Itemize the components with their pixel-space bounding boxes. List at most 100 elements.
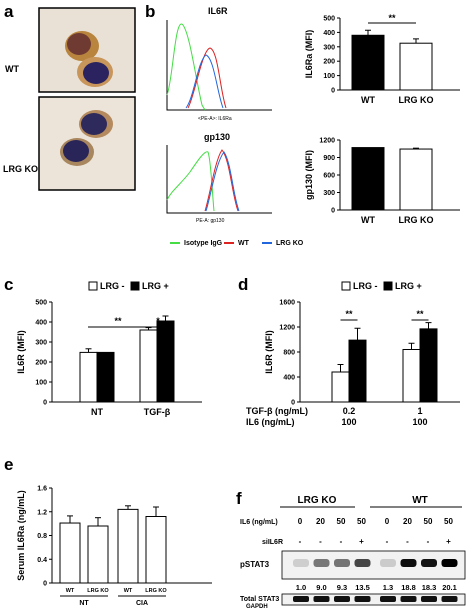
c-ytick-label-3: 300 xyxy=(35,340,47,347)
f-band-tstat3-2 xyxy=(334,596,350,602)
f-band-pstat3-2 xyxy=(334,559,350,567)
c-bar-0-0 xyxy=(79,351,98,403)
f-quant-4: 1.3 xyxy=(383,583,393,592)
f-band-tstat3-1 xyxy=(313,596,330,602)
f-band-tstat3-6 xyxy=(421,596,437,602)
f-band-tstat3-0 xyxy=(293,596,309,602)
f-blot-label-2: GAPDH xyxy=(246,604,268,609)
f-band-pstat3-1 xyxy=(313,559,330,567)
f-il6-value-7: 50 xyxy=(444,517,453,526)
f-il6-value-0: 0 xyxy=(298,517,303,526)
histogram-gp130: PE-A: gp130 xyxy=(166,145,272,224)
panel-label-f: f xyxy=(236,489,242,508)
chart-il6r-mfi-tgf: 0 100 200 300 400 500 IL6R (MFI) LRG - LRG + NT TG… xyxy=(16,281,202,417)
d-bar-0-0 xyxy=(331,371,350,403)
flow-legend: Isotype IgG WT LRG KO xyxy=(170,240,304,247)
f-blot-label-0: pSTAT3 xyxy=(240,560,270,569)
hist-xlabel-gp130: PE-A: gp130 xyxy=(196,218,225,224)
c-sig-label-1: * xyxy=(156,316,160,326)
f-quant-6: 18.3 xyxy=(422,583,437,592)
e-ytick-label-2: 0.8 xyxy=(37,533,47,540)
b-bot-ytick-label-0: 0 xyxy=(331,208,335,215)
b-bot-bar-0 xyxy=(351,147,385,211)
tgf-value-1: 0.2 xyxy=(343,406,356,416)
c-ytick-label-1: 100 xyxy=(35,380,47,387)
hist-title-il6r: IL6R xyxy=(208,6,228,16)
d-legend-label-0: LRG - xyxy=(353,281,378,291)
c-xtick-1: TGF-β xyxy=(144,407,171,417)
e-bar-0 xyxy=(59,522,81,584)
legend-label-wt: WT xyxy=(238,240,250,247)
d-legend-label-1: LRG + xyxy=(395,281,422,291)
f-si-label: siIL6R xyxy=(262,539,283,546)
e-ytick-label-0: 0 xyxy=(43,581,47,588)
cell-row-label-lrgko: LRG KO xyxy=(3,164,38,174)
f-quant-7: 20.1 xyxy=(442,583,457,592)
chart-il6r-mfi-dose: 0 400 800 1200 1600 IL6R (MFI) LRG - LRG + ** ** xyxy=(264,281,460,407)
f-blot-frame-1 xyxy=(281,593,466,606)
hist-title-gp130: gp130 xyxy=(204,132,230,142)
d-legend-swatch-0 xyxy=(341,281,351,291)
c-ytick-label-5: 500 xyxy=(35,300,47,307)
d-ylabel: IL6R (MFI) xyxy=(264,330,274,374)
c-sig-label-0: ** xyxy=(114,316,122,326)
western-blot: LRG KO WT IL6 (ng/mL) siIL6R 0 - 20 - 50 - 50 +0 - 20… xyxy=(240,495,466,609)
f-band-pstat3-5 xyxy=(400,559,417,567)
f-quant-5: 18.8 xyxy=(401,583,416,592)
f-blot-label-1: Total STAT3 xyxy=(240,596,279,603)
b-top-bar-0 xyxy=(351,34,385,91)
f-il6-value-4: 0 xyxy=(385,517,390,526)
e-xtick-1: LRG KO xyxy=(87,588,109,594)
f-band-pstat3-6 xyxy=(421,559,437,567)
e-xtick-2: WT xyxy=(124,588,133,594)
b-bot-ytick-label-4: 1200 xyxy=(319,138,335,145)
e-group-label-0: NT xyxy=(79,600,89,607)
e-ytick-label-4: 1.6 xyxy=(37,486,47,493)
f-si-value-7: + xyxy=(446,537,451,546)
b-top-xtick-1: LRG KO xyxy=(399,95,434,105)
f-band-pstat3-4 xyxy=(380,559,396,567)
histogram-il6r: <PE-A>: IL6Ra xyxy=(166,20,272,122)
b-bot-ytick-label-3: 900 xyxy=(323,155,335,162)
e-group-label-1: CIA xyxy=(136,600,148,607)
f-quant-0: 1.0 xyxy=(296,583,306,592)
il6-value-2: 100 xyxy=(412,417,427,427)
tgf-row-label: TGF-β (ng/mL) xyxy=(246,406,308,416)
f-il6-label: IL6 (ng/mL) xyxy=(240,519,278,526)
b-top-xtick-0: WT xyxy=(361,95,375,105)
c-legend-label-0: LRG - xyxy=(100,281,125,291)
f-si-value-3: + xyxy=(359,537,364,546)
c-bar-0-1 xyxy=(96,351,115,403)
chart-serum-il6ra: 0 0.4 0.8 1.2 1.6 Serum IL6Ra (ng/mL) WT LRG KO… xyxy=(16,486,212,607)
f-il6-value-6: 50 xyxy=(424,517,433,526)
f-il6-value-2: 50 xyxy=(337,517,346,526)
f-si-value-6: - xyxy=(427,537,430,546)
c-bar-1-1 xyxy=(156,320,175,403)
b-bot-xtick-0: WT xyxy=(361,215,375,225)
d-ytick-label-1: 400 xyxy=(283,375,295,382)
f-il6-value-1: 20 xyxy=(316,517,325,526)
d-legend-swatch-1 xyxy=(383,281,393,291)
d-sig-label-1: ** xyxy=(416,309,424,319)
d-bar-1-1 xyxy=(419,328,438,403)
b-top-bar-1 xyxy=(399,42,433,91)
f-si-value-1: - xyxy=(319,537,322,546)
b-bot-ylabel: gp130 (MFI) xyxy=(304,150,314,200)
f-band-tstat3-7 xyxy=(441,596,458,602)
f-quant-1: 9.0 xyxy=(316,583,326,592)
f-si-value-0: - xyxy=(299,537,302,546)
b-top-ytick-label-1: 100 xyxy=(323,73,335,80)
f-band-tstat3-5 xyxy=(400,596,417,602)
panel-label-e: e xyxy=(4,455,13,474)
c-legend-swatch-1 xyxy=(130,281,140,291)
cell-row-label-wt: WT xyxy=(5,64,19,74)
f-blot-frame-0 xyxy=(281,550,466,580)
c-ytick-label-4: 400 xyxy=(35,320,47,327)
f-si-value-4: - xyxy=(386,537,389,546)
b-bot-bar-1 xyxy=(399,148,433,211)
chart-gp130-mfi: 0 300 600 900 1200 gp130 (MFI) WT LRG KO xyxy=(304,138,460,225)
f-quant-3: 13.5 xyxy=(355,583,370,592)
b-top-ytick-label-5: 500 xyxy=(323,16,335,23)
f-group-label-0: LRG KO xyxy=(298,495,337,506)
